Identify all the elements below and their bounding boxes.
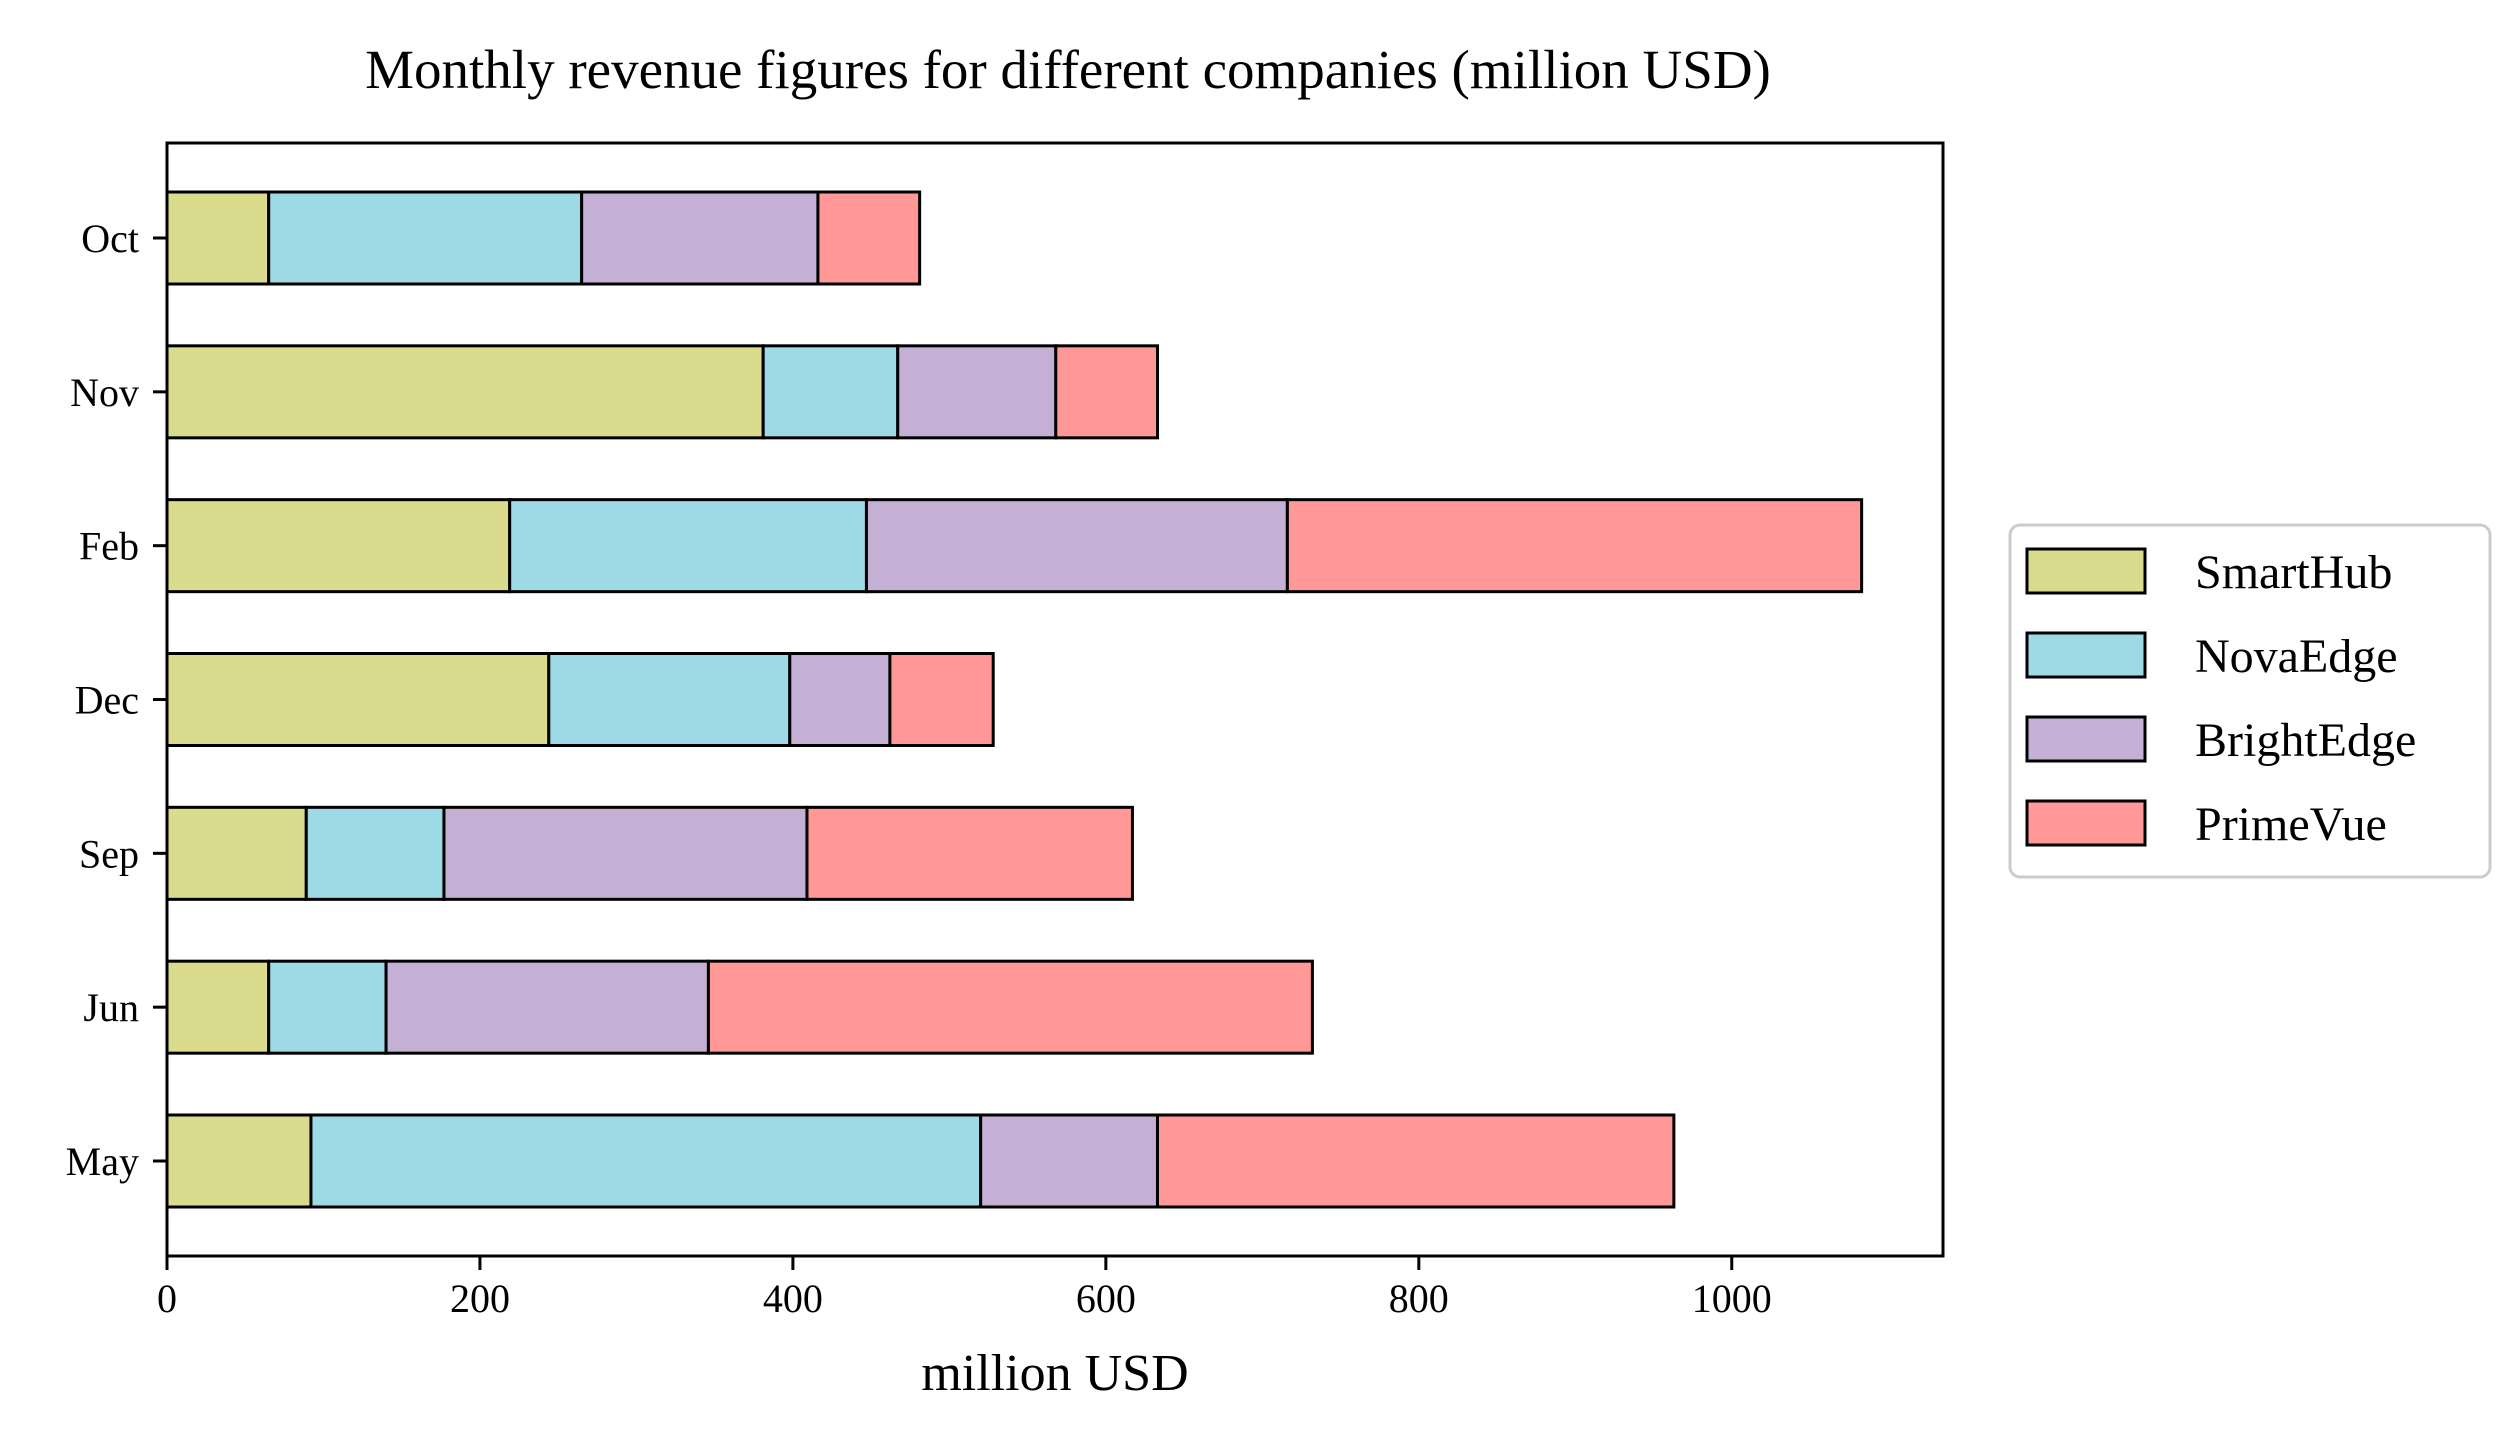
legend-swatch-primevue: [2025, 799, 2147, 847]
bar-smarthub-oct: [165, 190, 271, 286]
bar-brightedge-sep: [442, 805, 809, 901]
bar-brightedge-feb: [864, 498, 1289, 594]
bar-smarthub-dec: [165, 652, 551, 747]
x-tick-label: 400: [763, 1276, 823, 1321]
y-tick-label: May: [66, 1139, 139, 1184]
bar-primevue-may: [1155, 1113, 1676, 1209]
x-tick-label: 800: [1389, 1276, 1449, 1321]
y-tick-label: Jun: [83, 985, 139, 1030]
legend-frame: [2008, 523, 2492, 879]
bar-smarthub-nov: [165, 344, 765, 440]
bar-smarthub-may: [165, 1113, 313, 1209]
bar-novaedge-feb: [508, 498, 868, 594]
y-axis: May Jun Sep Dec Feb Nov Oct: [66, 216, 167, 1184]
x-tick-label: 0: [157, 1276, 177, 1321]
y-tick-label: Sep: [79, 831, 139, 876]
legend-label-smarthub: SmartHub: [2195, 546, 2392, 599]
bar-brightedge-nov: [896, 344, 1058, 440]
x-axis: 0 200 400 600 800 1000: [157, 1256, 1772, 1321]
legend-label-primevue: PrimeVue: [2195, 798, 2387, 851]
legend-swatch-brightedge: [2025, 715, 2147, 763]
y-tick-label: Nov: [70, 370, 139, 415]
bar-smarthub-sep: [165, 805, 308, 901]
bar-novaedge-nov: [761, 344, 900, 440]
bar-novaedge-oct: [267, 190, 584, 286]
legend-label-brightedge: BrightEdge: [2195, 714, 2416, 767]
y-tick-label: Feb: [79, 524, 139, 569]
bar-brightedge-may: [979, 1113, 1159, 1209]
bar-novaedge-dec: [547, 652, 792, 747]
bar-smarthub-jun: [165, 959, 271, 1055]
bar-primevue-jun: [706, 959, 1314, 1055]
legend-label-novaedge: NovaEdge: [2195, 630, 2398, 683]
bar-primevue-dec: [888, 652, 995, 747]
bar-primevue-nov: [1054, 344, 1159, 440]
chart-title: Monthly revenue figures for different co…: [365, 39, 1771, 100]
y-tick-label: Oct: [81, 216, 139, 261]
bar-novaedge-jun: [267, 959, 388, 1055]
y-tick-label: Dec: [75, 678, 139, 723]
x-tick-label: 600: [1076, 1276, 1136, 1321]
bar-smarthub-feb: [165, 498, 512, 594]
bar-brightedge-jun: [384, 959, 710, 1055]
x-axis-label: million USD: [921, 1345, 1188, 1402]
bars-group: [165, 190, 1864, 1209]
bar-brightedge-oct: [580, 190, 820, 286]
bar-primevue-feb: [1285, 498, 1864, 594]
bar-primevue-sep: [805, 805, 1134, 901]
legend-swatch-smarthub: [2025, 547, 2147, 595]
bar-primevue-oct: [816, 190, 922, 286]
legend-swatch-novaedge: [2025, 631, 2147, 679]
x-tick-label: 200: [450, 1276, 510, 1321]
bar-brightedge-dec: [788, 652, 892, 747]
x-tick-label: 1000: [1692, 1276, 1772, 1321]
bar-novaedge-may: [309, 1113, 983, 1209]
legend: SmartHub NovaEdge BrightEdge PrimeVue: [2008, 523, 2492, 879]
bar-novaedge-sep: [304, 805, 446, 901]
